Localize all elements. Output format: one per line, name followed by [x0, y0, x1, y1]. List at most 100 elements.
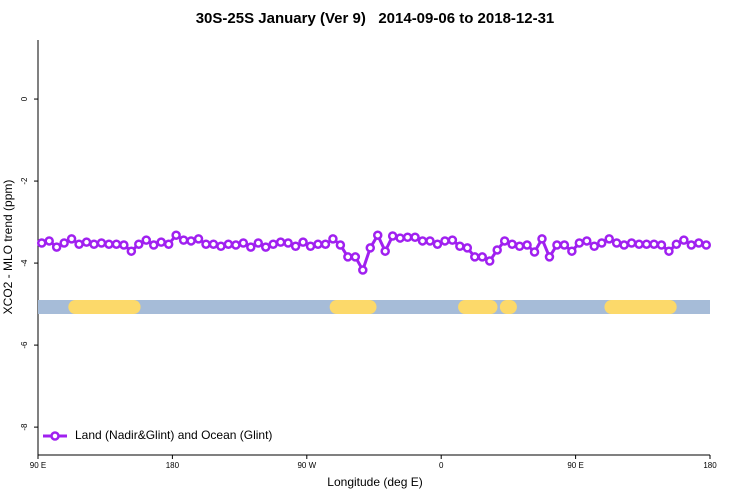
- y-axis-label: XCO2 - MLO trend (ppm): [1, 180, 15, 315]
- point: [492, 245, 502, 255]
- point: [268, 239, 278, 249]
- point: [596, 238, 607, 248]
- point: [253, 238, 264, 248]
- point: [134, 239, 144, 249]
- point: [275, 237, 286, 247]
- point: [522, 240, 532, 250]
- point: [156, 237, 166, 247]
- point: [462, 243, 473, 253]
- point: [440, 236, 450, 246]
- point: [320, 239, 331, 249]
- x-tick-label: 0: [439, 461, 444, 470]
- point: [260, 242, 271, 252]
- x-axis-label: Longitude (deg E): [327, 475, 422, 489]
- point: [537, 234, 547, 244]
- y-tick-label: -2: [20, 177, 29, 185]
- y-tick-label: -6: [20, 341, 29, 349]
- point: [89, 239, 99, 249]
- point: [425, 236, 435, 246]
- point: [358, 265, 368, 275]
- point: [283, 238, 293, 248]
- point: [656, 240, 667, 250]
- point: [694, 238, 704, 248]
- point: [74, 239, 84, 249]
- point: [313, 239, 323, 249]
- point: [455, 241, 465, 252]
- point: [343, 252, 353, 262]
- legend-marker: [50, 431, 60, 441]
- x-tick-label: 90 E: [30, 461, 46, 470]
- point: [417, 236, 428, 246]
- point: [604, 234, 614, 244]
- point: [178, 235, 189, 245]
- point: [246, 242, 256, 252]
- point: [701, 240, 712, 250]
- y-tick-label: 0: [20, 96, 29, 101]
- point: [365, 243, 376, 253]
- y-tick-label: -8: [20, 423, 29, 431]
- point: [328, 234, 338, 244]
- point: [664, 246, 674, 256]
- point: [634, 239, 644, 249]
- point: [201, 239, 211, 249]
- point: [305, 241, 316, 252]
- y-tick-label: -4: [20, 259, 29, 267]
- point: [514, 241, 525, 252]
- point: [171, 230, 181, 240]
- point: [507, 239, 517, 249]
- legend-label: Land (Nadir&Glint) and Ocean (Glint): [75, 428, 272, 442]
- point: [66, 234, 77, 244]
- point: [499, 236, 510, 246]
- point: [559, 240, 570, 250]
- point: [208, 239, 219, 249]
- point: [432, 239, 443, 249]
- point: [81, 237, 92, 247]
- point: [649, 239, 659, 249]
- point: [447, 235, 458, 245]
- point: [290, 241, 301, 252]
- x-tick-label: 90 E: [567, 461, 583, 470]
- point: [96, 238, 107, 248]
- point: [484, 256, 495, 266]
- point: [671, 239, 682, 249]
- x-tick-label: 90 W: [297, 461, 316, 470]
- point: [619, 240, 629, 250]
- point: [567, 246, 577, 256]
- point: [148, 240, 159, 250]
- point: [477, 252, 488, 262]
- point: [111, 239, 122, 249]
- point: [59, 238, 69, 248]
- point: [193, 234, 204, 244]
- point: [231, 240, 241, 250]
- x-tick-label: 180: [703, 461, 717, 470]
- point: [402, 232, 413, 242]
- point: [126, 246, 137, 256]
- point: [529, 247, 540, 257]
- point: [44, 236, 54, 246]
- point: [238, 238, 249, 248]
- point: [51, 242, 62, 252]
- point: [641, 239, 652, 249]
- point: [410, 232, 420, 242]
- point: [223, 239, 234, 249]
- point: [141, 235, 152, 245]
- point: [470, 252, 480, 262]
- point: [186, 236, 196, 246]
- point: [544, 252, 555, 262]
- point: [387, 231, 398, 241]
- x-tick-label: 180: [166, 461, 180, 470]
- point: [552, 240, 562, 250]
- point: [216, 241, 226, 252]
- point: [626, 238, 637, 248]
- point: [36, 238, 47, 248]
- point: [611, 238, 622, 248]
- point: [298, 237, 308, 247]
- point: [679, 235, 689, 245]
- point: [686, 240, 697, 250]
- point: [335, 240, 346, 250]
- point: [350, 252, 361, 262]
- point: [104, 239, 114, 249]
- point: [380, 246, 390, 256]
- point: [582, 236, 592, 246]
